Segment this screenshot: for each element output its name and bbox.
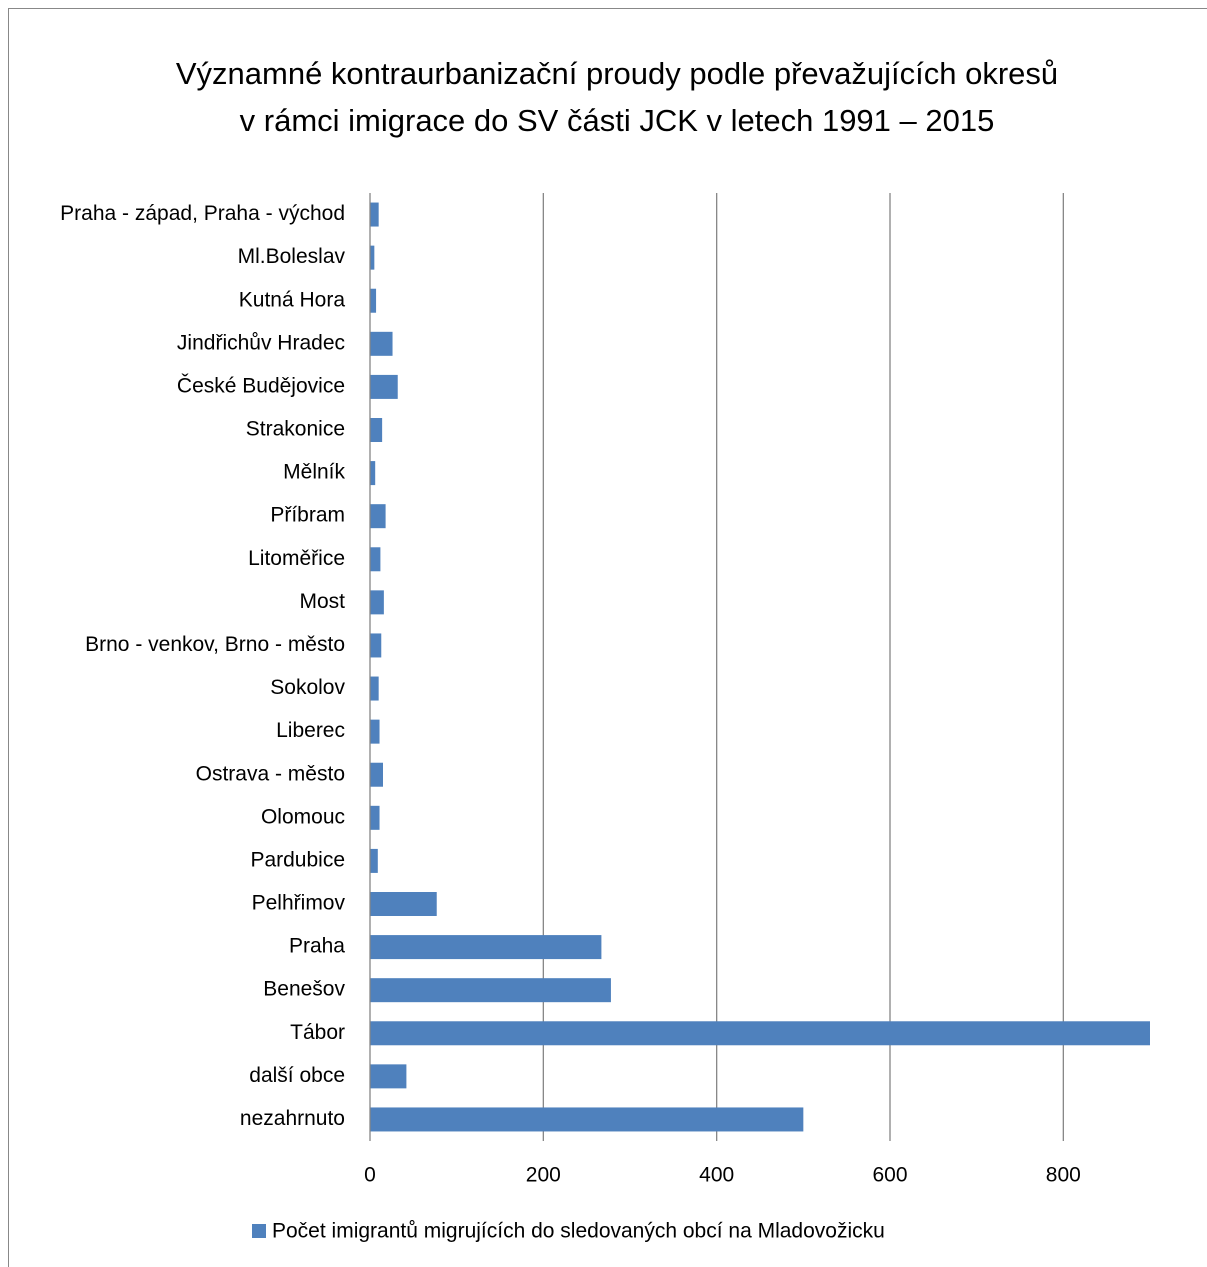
y-tick-label: Ml.Boleslav	[238, 245, 346, 268]
legend-swatch	[252, 1224, 266, 1238]
bar	[370, 892, 437, 916]
bar	[370, 288, 377, 313]
x-tick-label: 0	[364, 1164, 376, 1187]
y-tick-label: Strakonice	[246, 418, 345, 441]
bar	[370, 676, 379, 701]
y-tick-label: Pardubice	[250, 848, 345, 871]
y-tick-label: Příbram	[270, 504, 345, 527]
bar	[370, 848, 378, 873]
bar	[370, 547, 381, 572]
bar	[370, 202, 379, 227]
bar	[370, 418, 383, 442]
bar	[370, 374, 398, 399]
x-tick-label: 400	[699, 1164, 734, 1187]
bar	[370, 1107, 804, 1132]
bar	[370, 633, 382, 658]
y-tick-label: Liberec	[276, 719, 345, 742]
chart-frame	[8, 8, 1207, 1267]
y-tick-label: Most	[299, 590, 345, 613]
x-tick-label: 600	[872, 1164, 907, 1187]
chart-title: Významné kontraurbanizační proudy podle …	[176, 56, 1058, 91]
y-tick-label: Benešov	[263, 978, 345, 1001]
legend-label: Počet imigrantů migrujících do sledovaný…	[272, 1220, 885, 1243]
bar	[370, 805, 380, 830]
y-tick-label: nezahrnuto	[240, 1107, 345, 1130]
bar	[370, 1064, 407, 1089]
y-tick-label: Olomouc	[261, 805, 345, 828]
bar	[370, 245, 375, 270]
y-tick-label: další obce	[249, 1064, 345, 1087]
y-tick-label: Mělník	[283, 461, 345, 484]
bar	[370, 461, 376, 486]
x-tick-label: 800	[1046, 1164, 1081, 1187]
y-tick-label: Jindřichův Hradec	[177, 331, 345, 354]
x-tick-label: 200	[526, 1164, 561, 1187]
y-tick-label: Kutná Hora	[239, 288, 346, 311]
bar	[370, 935, 602, 960]
y-tick-label: Tábor	[290, 1021, 345, 1044]
y-tick-label: České Budějovice	[177, 374, 345, 397]
chart-title: v rámci imigrace do SV části JCK v letec…	[240, 103, 995, 138]
y-tick-label: Praha	[289, 935, 345, 958]
y-tick-label: Brno - venkov, Brno - město	[85, 633, 345, 656]
y-tick-label: Litoměřice	[248, 547, 345, 570]
bar	[370, 331, 393, 356]
bar	[370, 504, 386, 529]
y-tick-label: Pelhřimov	[252, 892, 346, 915]
bar	[370, 719, 380, 744]
y-tick-label: Praha - západ, Praha - východ	[60, 202, 345, 225]
bar	[370, 1021, 1150, 1046]
bar	[370, 590, 384, 615]
y-tick-label: Ostrava - město	[196, 762, 345, 785]
y-tick-label: Sokolov	[270, 676, 345, 699]
bar	[370, 978, 611, 1003]
bar	[370, 762, 383, 787]
